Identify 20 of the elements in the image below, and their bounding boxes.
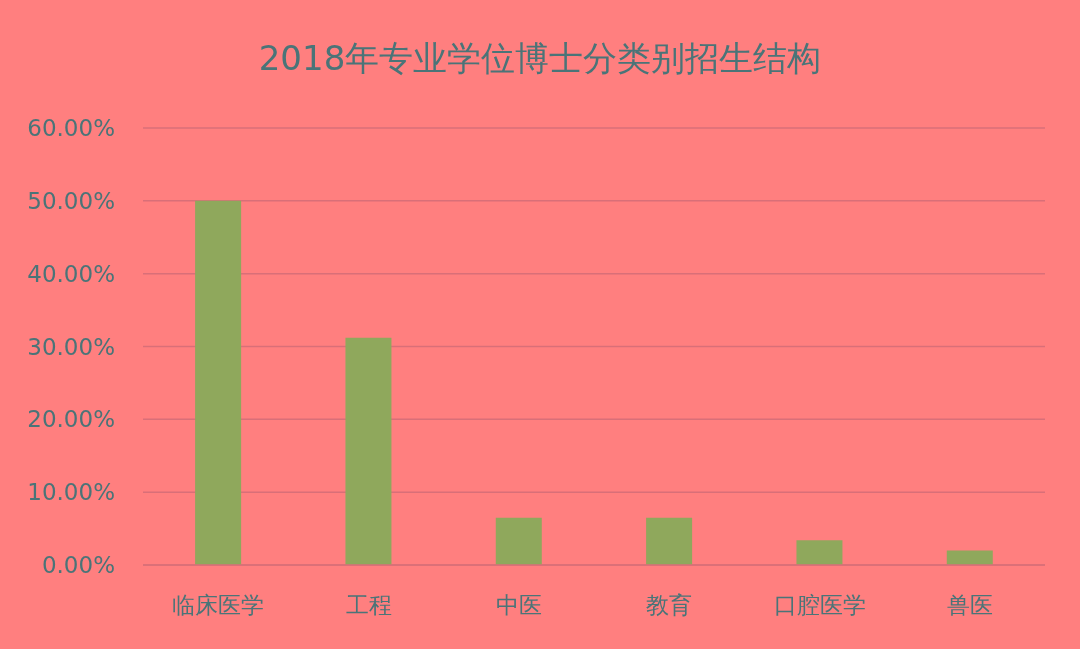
bar [796, 540, 843, 565]
x-tick-label: 临床医学 [172, 592, 265, 619]
bar [495, 517, 542, 565]
bar [646, 517, 693, 565]
y-tick-label: 0.00% [41, 552, 115, 579]
x-tick-label: 兽医 [946, 592, 993, 619]
y-tick-label: 60.00% [27, 115, 115, 142]
x-tick-label: 教育 [646, 592, 693, 619]
bar [345, 337, 392, 565]
chart-title: 2018年专业学位博士分类别招生结构 [257, 37, 823, 80]
bar [946, 550, 993, 565]
y-tick-label: 40.00% [27, 260, 115, 287]
x-tick-label: 中医 [495, 592, 542, 619]
y-tick-label: 20.00% [27, 406, 115, 433]
y-tick-label: 50.00% [27, 188, 115, 214]
y-tick-label: 10.00% [27, 479, 115, 506]
x-tick-label: 工程 [345, 592, 392, 619]
bar [195, 200, 242, 565]
x-tick-label: 口腔医学 [773, 592, 866, 619]
y-tick-label: 30.00% [27, 333, 115, 360]
